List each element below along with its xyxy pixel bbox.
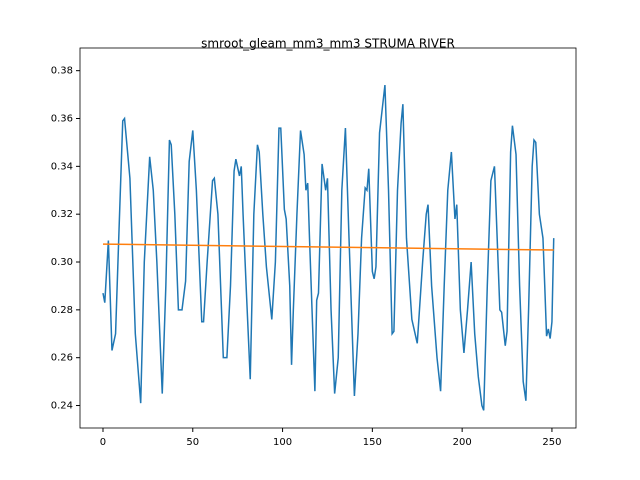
y-tick-label: 0.32: [51, 209, 73, 220]
y-tick-label: 0.28: [51, 305, 73, 316]
y-tick-label: 0.26: [51, 353, 73, 364]
x-tick-label: 250: [542, 437, 561, 448]
data-line: [102, 84, 555, 411]
chart-title: smroot_gleam_mm3_mm3 STRUMA RIVER: [201, 37, 455, 51]
y-tick-label: 0.34: [51, 161, 73, 172]
data-line: [102, 243, 554, 251]
x-tick-label: 0: [100, 437, 106, 448]
plot-frame: [79, 47, 577, 429]
y-tick-label: 0.38: [51, 66, 73, 77]
x-tick-label: 150: [363, 437, 382, 448]
x-tick-label: 50: [186, 437, 199, 448]
y-tick-label: 0.36: [51, 114, 73, 125]
x-tick-label: 200: [453, 437, 472, 448]
y-tick-label: 0.30: [51, 257, 73, 268]
y-tick-label: 0.24: [51, 401, 73, 412]
x-tick-label: 100: [273, 437, 292, 448]
